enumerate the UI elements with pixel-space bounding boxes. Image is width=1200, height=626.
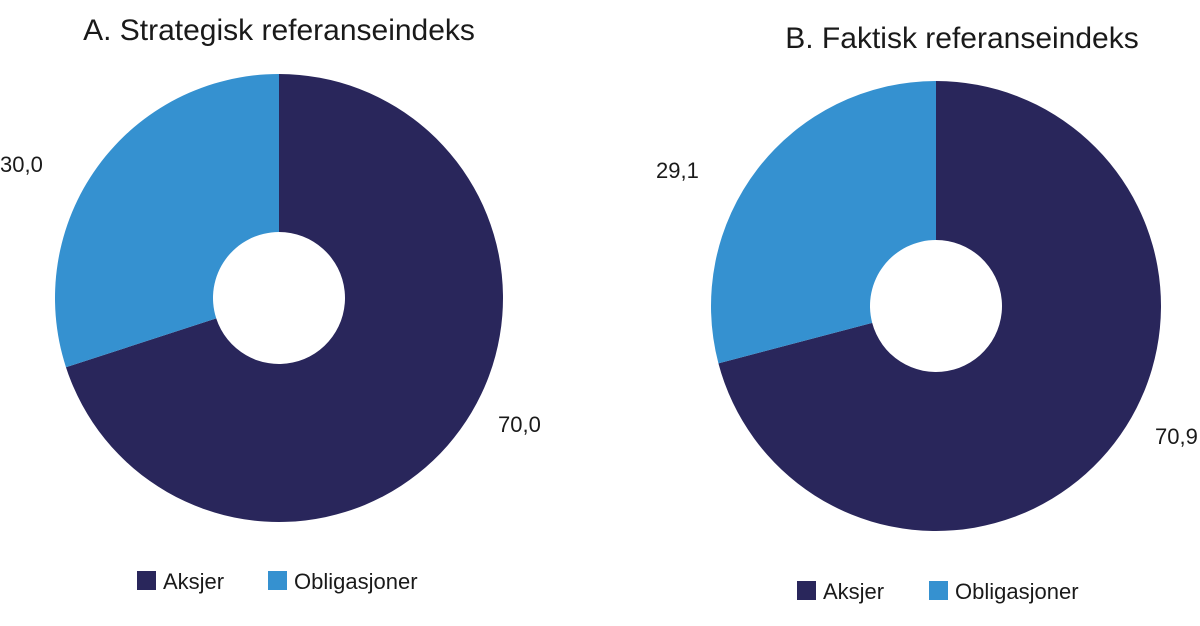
chart-b-legend-swatch-obligasjoner [929, 581, 948, 600]
chart-b-label-obligasjoner: 29,1 [656, 158, 699, 183]
chart-a-legend-swatch-obligasjoner [268, 571, 287, 590]
chart-a-legend-label-aksjer: Aksjer [163, 569, 224, 594]
chart-b-legend: Aksjer Obligasjoner [797, 579, 1079, 604]
chart-b-slices [710, 81, 1161, 531]
chart-a-label-aksjer: 70,0 [498, 412, 541, 437]
chart-a-label-obligasjoner: 30,0 [0, 152, 43, 177]
chart-a: A. Strategisk referanseindeks 70,0 30,0 … [0, 14, 541, 594]
chart-a-legend-swatch-aksjer [137, 571, 156, 590]
chart-b-title: B. Faktisk referanseindeks [785, 22, 1138, 55]
chart-a-title: A. Strategisk referanseindeks [83, 14, 475, 47]
chart-b-legend-label-obligasjoner: Obligasjoner [955, 579, 1079, 604]
chart-b-label-aksjer: 70,9 [1155, 424, 1198, 449]
chart-b-slice-aksjer [718, 81, 1161, 531]
chart-b-legend-swatch-aksjer [797, 581, 816, 600]
chart-a-legend-label-obligasjoner: Obligasjoner [294, 569, 418, 594]
chart-a-legend: Aksjer Obligasjoner [137, 569, 418, 594]
chart-b: B. Faktisk referanseindeks 70,9 29,1 Aks… [656, 22, 1198, 604]
chart-b-legend-label-aksjer: Aksjer [823, 579, 884, 604]
chart-a-slices [54, 74, 503, 523]
chart-a-slice-obligasjoner [54, 74, 280, 368]
chart-a-slice-aksjer [65, 74, 503, 523]
chart-b-slice-obligasjoner [710, 81, 936, 364]
